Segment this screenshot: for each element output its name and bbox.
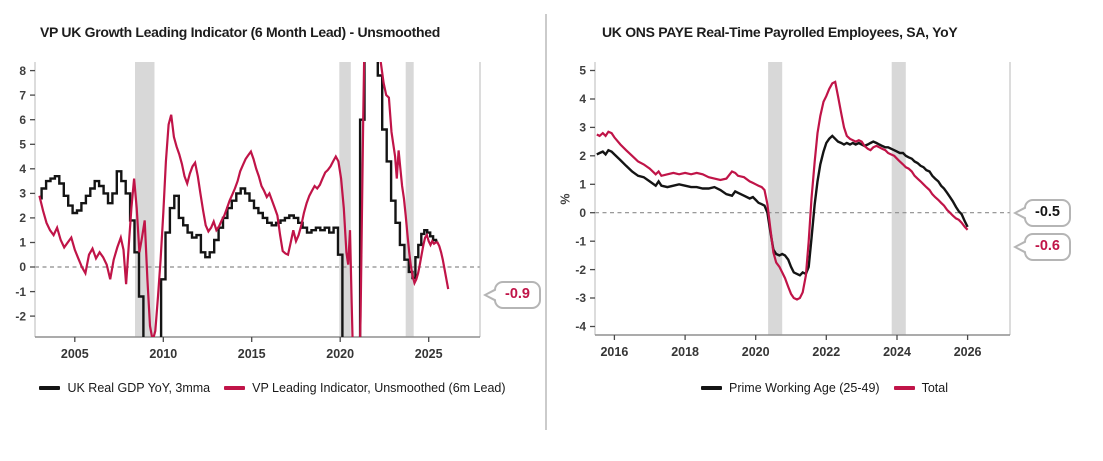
x-axis-ticks: 2016 2018 2020 2022 2024 2026 [600, 335, 982, 359]
x-tick-label: 2020 [326, 347, 354, 361]
callout-value: -0.9 [505, 286, 530, 302]
y-tick-label: 7 [19, 88, 26, 102]
y-tick-label: 4 [19, 162, 26, 176]
panel-divider [545, 14, 547, 430]
legend-item: VP Leading Indicator, Unsmoothed (6m Lea… [224, 381, 506, 395]
page-title: VP UK Growth Leading Indicator (6 Month … [40, 24, 441, 40]
y-tick-label: 5 [579, 64, 586, 78]
x-tick-label: 2005 [61, 347, 89, 361]
y-tick-label: 1 [579, 178, 586, 192]
line-chart-left: 8 7 6 5 4 3 2 1 0 -1 -2 2005 2010 2015 2020 2025 [15, 62, 481, 361]
black-line-swatch-icon [701, 386, 723, 390]
series-lines [38, 62, 450, 337]
recession-band [405, 62, 414, 337]
legend-item: UK Real GDP YoY, 3mma [39, 381, 210, 395]
page-title: UK ONS PAYE Real-Time Payrolled Employee… [602, 24, 958, 40]
y-tick-label: -2 [575, 263, 586, 277]
recession-band [768, 62, 783, 335]
y-tick-label: 3 [579, 121, 586, 135]
callout-value-bubble: -0.9 [494, 281, 541, 309]
legend-label: UK Real GDP YoY, 3mma [67, 381, 211, 395]
crimson-line-swatch-icon [224, 386, 246, 390]
recession-bands [135, 62, 414, 337]
y-tick-label: -1 [575, 234, 586, 248]
legend-label: Total [921, 381, 948, 395]
y-tick-label: -2 [15, 309, 26, 323]
legend-label: Prime Working Age (25-49) [729, 381, 880, 395]
x-tick-label: 2016 [600, 345, 628, 359]
legend-label: VP Leading Indicator, Unsmoothed (6m Lea… [252, 381, 506, 395]
x-tick-label: 2018 [671, 345, 699, 359]
y-tick-label: 2 [19, 211, 26, 225]
series-line [38, 62, 450, 337]
x-tick-label: 2010 [149, 347, 177, 361]
series-lines [596, 80, 969, 301]
y-tick-label: 1 [19, 236, 26, 250]
x-tick-label: 2022 [812, 345, 840, 359]
y-tick-label: -3 [575, 291, 586, 305]
series-line [596, 80, 969, 301]
black-line-swatch-icon [39, 386, 61, 390]
line-chart-right: 5 4 3 2 1 0 -1 -2 -3 -4 2016 2018 2020 2022 2024 2026 [575, 62, 1011, 359]
y-tick-label: 6 [19, 113, 26, 127]
y-tick-label: 0 [19, 260, 26, 274]
y-tick-label: 8 [19, 64, 26, 78]
x-tick-label: 2015 [238, 347, 266, 361]
chart-panel-right: UK ONS PAYE Real-Time Payrolled Employee… [546, 0, 1103, 461]
y-tick-label: 4 [579, 92, 586, 106]
x-axis-ticks: 2005 2010 2015 2020 2025 [61, 337, 443, 361]
legend: UK Real GDP YoY, 3mma VP Leading Indicat… [0, 381, 545, 395]
y-axis-ticks: 5 4 3 2 1 0 -1 -2 -3 -4 [575, 64, 595, 334]
x-tick-label: 2025 [415, 347, 443, 361]
legend-item: Prime Working Age (25-49) [701, 381, 880, 395]
y-tick-label: 5 [19, 138, 26, 152]
recession-band [891, 62, 906, 335]
callout-value: -0.6 [1035, 238, 1060, 254]
x-tick-label: 2024 [883, 345, 911, 359]
x-tick-label: 2026 [954, 345, 982, 359]
series-line [596, 134, 969, 277]
legend: Prime Working Age (25-49) Total [546, 381, 1103, 395]
y-axis-ticks: 8 7 6 5 4 3 2 1 0 -1 -2 [15, 64, 35, 323]
y-tick-label: -1 [15, 285, 26, 299]
callout-value-bubble: -0.6 [1024, 233, 1071, 261]
y-tick-label: 0 [579, 206, 586, 220]
legend-item: Total [893, 381, 948, 395]
y-tick-label: 2 [579, 149, 586, 163]
x-tick-label: 2020 [742, 345, 770, 359]
y-tick-label: 3 [19, 187, 26, 201]
callout-value: -0.5 [1035, 204, 1060, 220]
callout-value-bubble: -0.5 [1024, 199, 1071, 227]
recession-bands [768, 62, 906, 335]
recession-band [339, 62, 351, 337]
crimson-line-swatch-icon [893, 386, 915, 390]
y-tick-label: -4 [575, 320, 586, 334]
chart-panel-left: VP UK Growth Leading Indicator (6 Month … [0, 0, 545, 461]
series-line [39, 62, 438, 337]
